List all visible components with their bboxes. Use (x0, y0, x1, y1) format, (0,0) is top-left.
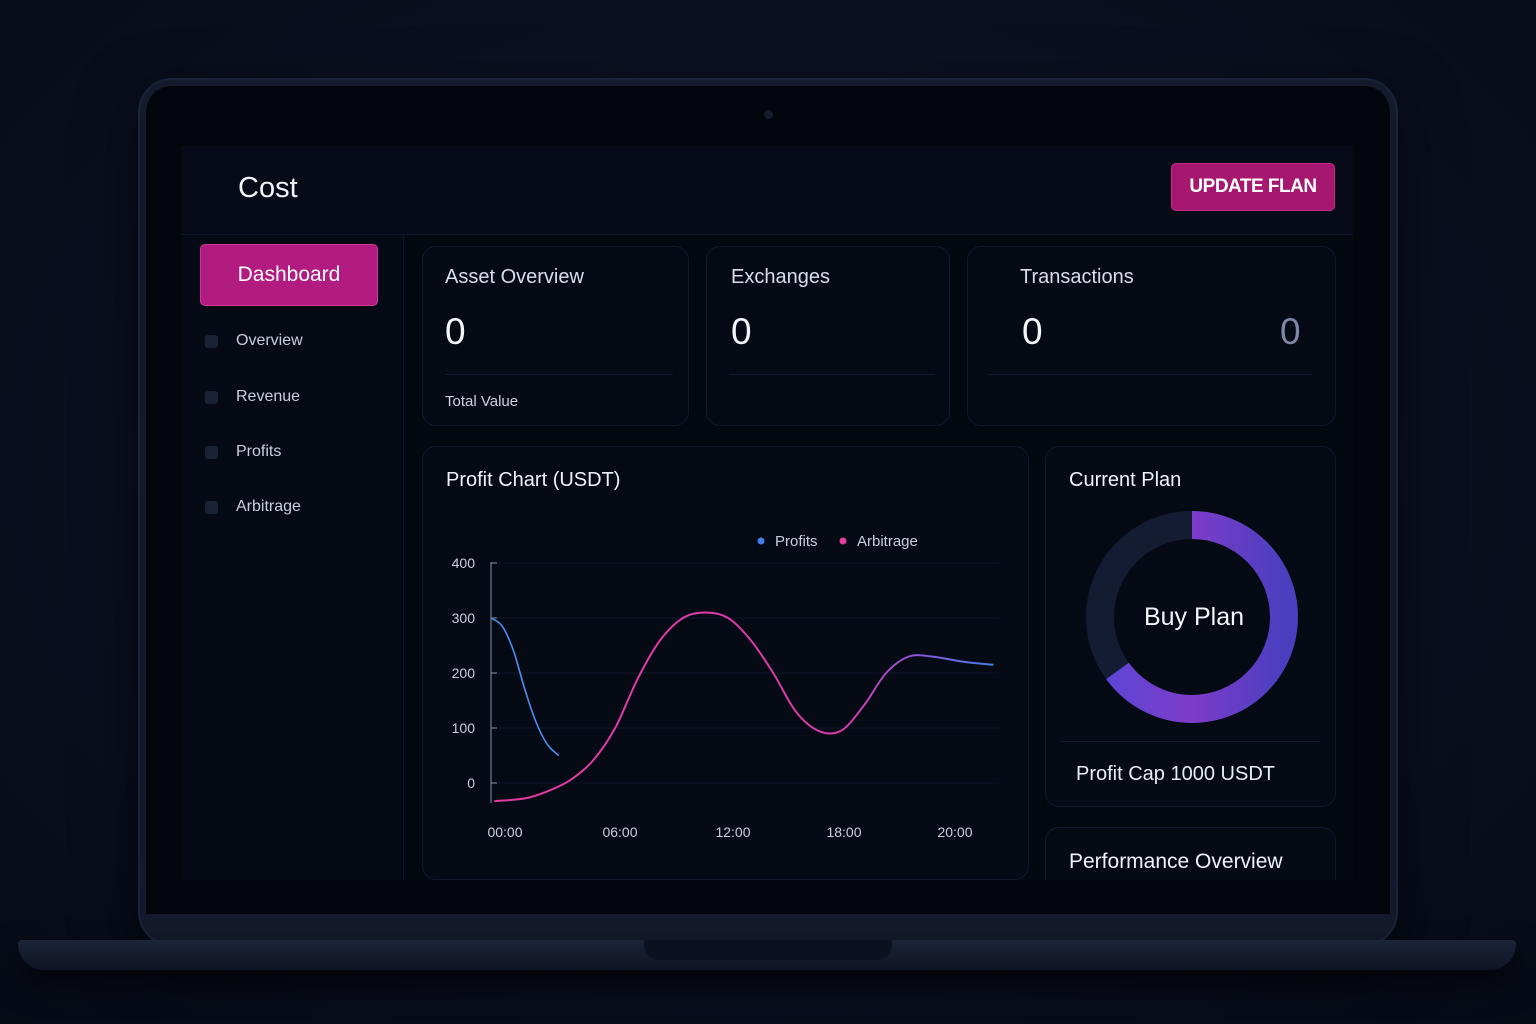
transactions-secondary-value: 0 (1280, 311, 1301, 352)
transactions-value: 0 (1022, 311, 1043, 352)
transactions-card: Transactions 0 0 (967, 246, 1336, 426)
sidebar-item-arbitrage[interactable]: Arbitrage (205, 492, 301, 522)
sidebar-item-profits[interactable]: Profits (205, 437, 281, 467)
update-plan-button[interactable]: UPDATE FLAN (1171, 163, 1335, 211)
x-tick-label: 20:00 (937, 824, 972, 840)
divider (1060, 741, 1320, 742)
buy-plan-label[interactable]: Buy Plan (1144, 603, 1244, 631)
legend-arbitrage-label: Arbitrage (857, 533, 918, 550)
card-title: Asset Overview (445, 266, 584, 288)
y-tick-label: 200 (452, 665, 476, 681)
performance-title: Performance Overview (1069, 850, 1283, 873)
series-profits-line (490, 617, 560, 757)
x-tick-label: 18:00 (826, 824, 861, 840)
donut-progress-arc (1086, 511, 1298, 723)
laptop-notch (644, 940, 892, 960)
y-tick-label: 400 (452, 555, 476, 571)
profit-cap-label: Profit Cap 1000 USDT (1076, 763, 1275, 785)
x-tick-label: 06:00 (602, 824, 637, 840)
app-screen: Cost UPDATE FLAN Dashboard Overview Reve… (181, 146, 1353, 880)
sidebar-item-revenue[interactable]: Revenue (205, 382, 300, 412)
app-title: Cost (238, 172, 298, 204)
legend-profits-marker (757, 537, 765, 545)
asset-overview-card: Asset Overview 0 Total Value (422, 246, 689, 426)
sidebar-item-overview[interactable]: Overview (205, 326, 303, 356)
app-header: Cost UPDATE FLAN (181, 146, 1353, 235)
current-plan-card: Current Plan Buy Plan Profit Cap 1000 US… (1045, 446, 1336, 807)
divider (988, 374, 1312, 375)
chart-title: Profit Chart (USDT) (446, 469, 621, 491)
bullet-icon (205, 390, 218, 404)
sidebar-item-dashboard[interactable]: Dashboard (200, 244, 378, 306)
y-tick-label: 0 (467, 775, 475, 791)
bullet-icon (205, 445, 218, 459)
plan-title: Current Plan (1069, 469, 1182, 491)
sidebar-item-label: Profits (236, 443, 282, 460)
asset-value: 0 (445, 311, 466, 352)
profit-chart-card: Profit Chart (USDT) 400 300 200 100 0 00:00 0… (422, 446, 1029, 880)
series-arbitrage-line (494, 611, 994, 803)
y-tick-label: 100 (452, 720, 476, 736)
webcam-icon (764, 110, 773, 119)
card-title: Exchanges (731, 266, 830, 288)
card-title: Transactions (1020, 266, 1134, 288)
divider (445, 374, 673, 375)
sidebar-item-label: Revenue (236, 388, 301, 405)
legend-profits-label: Profits (775, 533, 818, 550)
divider (729, 374, 935, 375)
exchanges-card: Exchanges 0 (706, 246, 950, 426)
x-tick-label: 12:00 (715, 824, 750, 840)
x-tick-label: 00:00 (487, 824, 522, 840)
plan-donut-chart: Buy Plan (1086, 511, 1298, 723)
legend-arbitrage-marker (839, 537, 847, 545)
y-tick-label: 300 (452, 610, 476, 626)
sidebar: Dashboard Overview Revenue Profits Arbit… (181, 235, 404, 880)
bullet-icon (205, 334, 218, 348)
exchanges-value: 0 (731, 311, 752, 352)
bullet-icon (205, 500, 218, 514)
asset-subtitle: Total Value (445, 393, 519, 410)
performance-overview-card: Performance Overview (1045, 827, 1336, 880)
sidebar-item-label: Arbitrage (236, 498, 301, 515)
sidebar-item-label: Overview (236, 332, 303, 349)
